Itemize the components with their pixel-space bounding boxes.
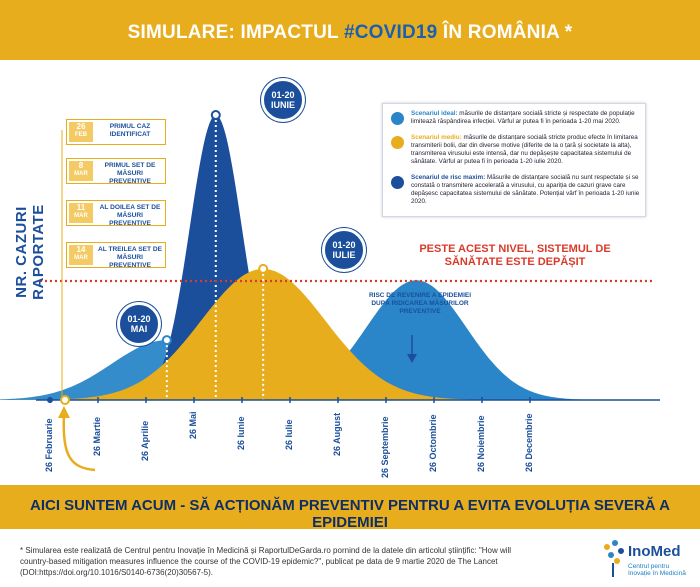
event-second-measures: 11 MAR AL DOILEA SET DE MĂSURI PREVENTIVE: [66, 200, 166, 227]
event-date: 26 FEB: [69, 122, 93, 142]
x-tick-label: 26 Martie: [92, 416, 102, 456]
callout-max-peak: 01-20 IUNIE: [261, 78, 305, 122]
legend-swatch: [391, 136, 404, 149]
event-date: 11 MAR: [69, 203, 93, 223]
peak-marker: [210, 110, 221, 120]
threshold-label: PESTE ACEST NIVEL, SISTEMUL DE SĂNĂTATE …: [419, 243, 611, 268]
curve-second-wave: [216, 280, 617, 400]
x-tick-label: 26 Decembrie: [524, 413, 534, 472]
page-title: SIMULARE: IMPACTUL #COVID19 ÎN ROMÂNIA *: [127, 22, 573, 43]
event-first-measures: 8 MAR PRIMUL SET DE MĂSURI PREVENTIVE: [66, 158, 166, 185]
x-tick-label: 26 Iulie: [284, 419, 294, 450]
event-text: PRIMUL CAZ IDENTIFICAT: [109, 123, 151, 138]
hashtag: #COVID19: [343, 22, 438, 43]
x-tick-label: 26 Februarie: [44, 418, 54, 472]
x-tick-label: 26 Iunie: [236, 416, 246, 450]
event-third-measures: 14 MAR AL TREILEA SET DE MĂSURI PREVENTIV…: [66, 242, 166, 269]
risk-label: RISC DE REVENIRE A EPIDEMIEI DUPĂ RIDICA…: [368, 292, 472, 315]
legend: Scenariul ideal: măsurile de distanțare …: [382, 103, 646, 217]
peak-marker: [258, 263, 269, 274]
logo-name: InoMed: [628, 543, 681, 560]
legend-swatch: [391, 112, 404, 125]
legend-swatch: [391, 176, 404, 189]
banner-bar: [0, 485, 700, 529]
x-tick-label: 26 August: [332, 412, 342, 456]
event-text: PRIMUL SET DE MĂSURI PREVENTIVE: [104, 162, 156, 185]
event-text: AL TREILEA SET DE MĂSURI PREVENTIVE: [97, 246, 163, 269]
logo-subtitle: Centrul pentru Inovație în Medicină: [628, 563, 686, 577]
inomed-logo: [604, 540, 624, 577]
event-text: AL DOILEA SET DE MĂSURI PREVENTIVE: [99, 204, 161, 227]
x-tick-label: 26 Septembrie: [380, 415, 390, 478]
event-date: 8 MAR: [69, 161, 93, 181]
event-first-case: 26 FEB PRIMUL CAZ IDENTIFICAT: [66, 119, 166, 145]
here-marker: [60, 395, 70, 405]
x-tick-label: 26 Mai: [188, 411, 198, 439]
footnote: * Simularea este realizată de Centrul pe…: [20, 546, 512, 577]
curve-max: [111, 115, 320, 400]
event-date: 14 MAR: [69, 245, 93, 265]
callout-medium-peak: 01-20 IULIE: [322, 228, 366, 272]
peak-marker: [161, 335, 172, 346]
logo-mark-icon: [604, 540, 624, 577]
header-bar: [0, 0, 700, 60]
x-tick-label: 26 Noiembrie: [476, 415, 486, 472]
here-arrow-head: [58, 406, 70, 418]
risk-arrow-head: [407, 354, 417, 363]
x-tick-label: 26 Octombrie: [428, 414, 438, 472]
x-tick-label: 26 Aprilie: [140, 420, 150, 461]
callout-ideal-peak: 01-20 MAI: [117, 302, 161, 346]
banner-text: AICI SUNTEM ACUM - SĂ ACȚIONĂM PREVENTIV…: [29, 497, 671, 531]
here-arrow: [62, 414, 96, 472]
y-axis-label: NR. CAZURI RAPORTATE: [13, 204, 47, 300]
start-marker: [47, 397, 53, 403]
